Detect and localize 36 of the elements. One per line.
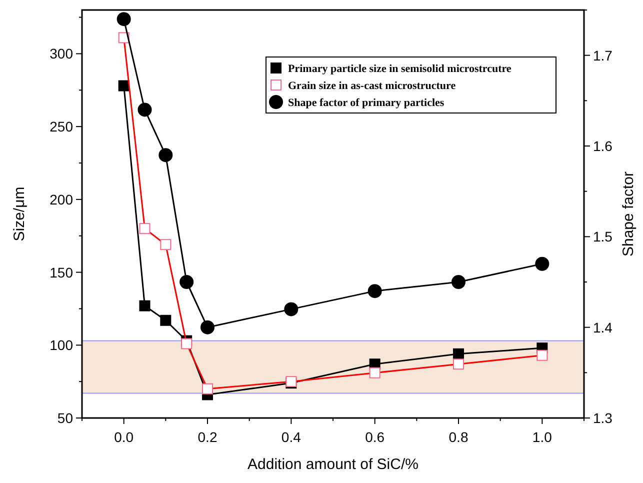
- y-tick-label: 50: [57, 410, 74, 426]
- x-tick-label: 0.8: [448, 429, 468, 445]
- x-tick-label: 0.0: [114, 429, 134, 445]
- point: [368, 284, 382, 298]
- y-tick-label: 250: [50, 118, 74, 135]
- point: [116, 12, 131, 26]
- legend-label: Shape factor of primary particles: [288, 97, 445, 109]
- x-tick-label: 1.0: [532, 429, 552, 445]
- x-tick-label: 0.6: [365, 429, 385, 445]
- point: [158, 148, 173, 162]
- point: [138, 102, 152, 117]
- point: [200, 320, 214, 334]
- x-tick-label: 0.4: [281, 429, 302, 445]
- point: [535, 256, 550, 271]
- point: [284, 302, 298, 316]
- y-tick-label: 100: [50, 337, 74, 354]
- point: [118, 80, 130, 92]
- point: [453, 348, 464, 360]
- y-tick-label: 150: [50, 264, 74, 280]
- point: [160, 314, 172, 326]
- point: [452, 275, 466, 289]
- y2-tick-label: 1.7: [593, 47, 613, 64]
- legend-label: Primary particle size in semisolid microstrcutre: [288, 63, 512, 75]
- x-tick-label: 0.2: [198, 429, 218, 445]
- y2-tick-label: 1.6: [593, 138, 613, 154]
- point: [139, 300, 150, 312]
- x-axis-title: Addition amount of SiC/%: [248, 456, 418, 473]
- y-tick-label: 200: [50, 191, 74, 208]
- y2-tick-label: 1.4: [593, 319, 613, 336]
- y2-tick-label: 1.5: [593, 228, 613, 245]
- y-axis-title: Size/μm: [11, 186, 28, 242]
- y-tick-label: 300: [50, 46, 74, 62]
- point: [180, 275, 194, 289]
- legend-label: Grain size in as-cast microstructure: [288, 80, 456, 92]
- y2-tick-label: 1.3: [593, 410, 613, 426]
- y2-axis-title: Shape factor: [620, 171, 637, 257]
